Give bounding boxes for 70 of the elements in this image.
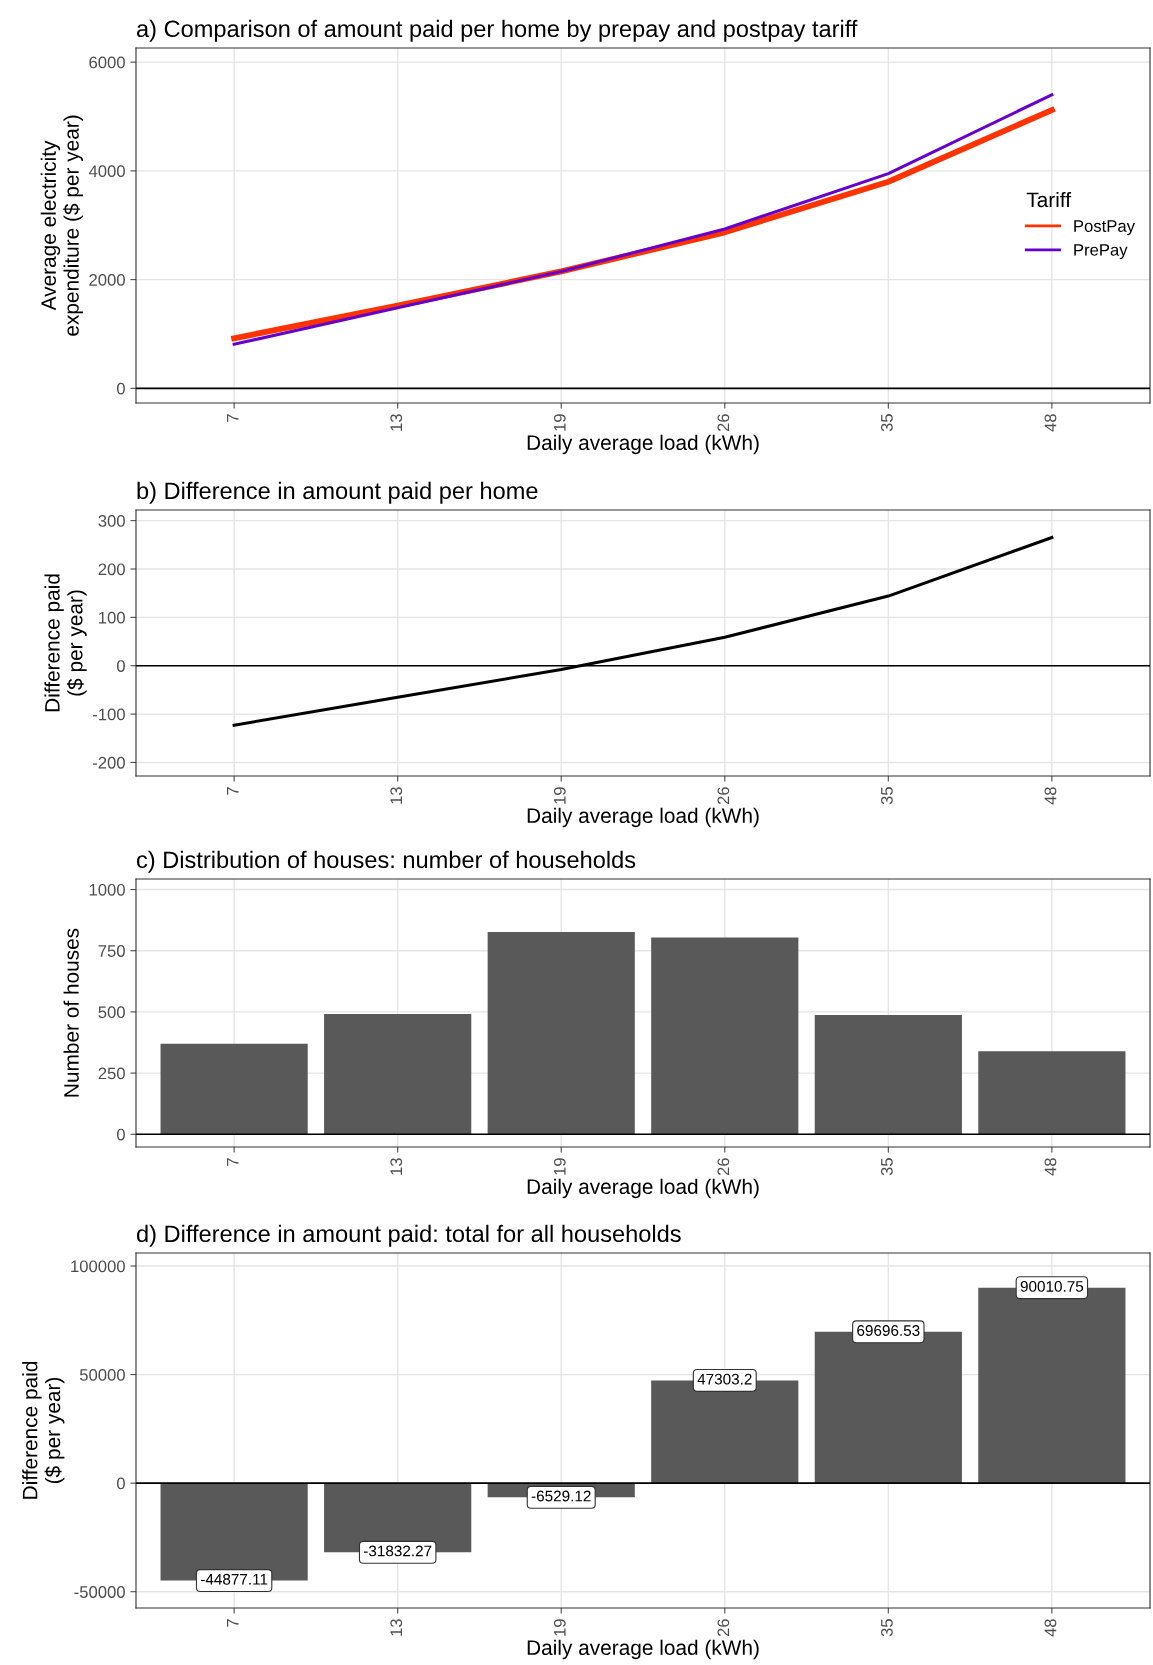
x-tick-label: 7 [226,787,239,795]
data-label: 90010.75 [1020,1281,1084,1292]
x-tick-label: 48 [1044,414,1057,432]
data-label: -44877.11 [200,1573,268,1585]
y-axis-title: Number of houses [63,928,79,1097]
legend-label: PrePay [1074,244,1128,260]
y-tick-label: 100 [99,611,125,624]
x-tick-label: 48 [1044,1619,1057,1637]
x-tick-label: 35 [880,414,893,432]
x-axis-title: Daily average load (kWh) [527,434,759,455]
y-tick-label: -100 [92,708,125,721]
data-label: 47303.2 [697,1373,752,1385]
x-axis-title: Daily average load (kWh) [527,807,759,828]
y-tick-label: 6000 [89,56,125,69]
y-tick-label: 250 [98,1067,125,1080]
chart-title: a) Comparison of amount paid per home by prepay and postpay tariff [137,19,858,42]
y-tick-label: 0 [116,660,125,672]
chart-title: c) Distribution of houses: number of households [137,850,636,873]
x-tick-label: 19 [553,787,566,804]
y-axis-title: Difference paid ($ per year) [22,1361,65,1499]
y-tick-label: 300 [98,515,125,527]
data-label: -31832.27 [363,1545,432,1557]
bar [324,1014,472,1135]
y-axis-title: Average electricity expenditure ($ per year) [40,115,83,336]
bar [978,1051,1126,1135]
x-tick-label: 26 [717,414,730,432]
x-tick-label: 48 [1044,787,1057,805]
chart-title: d) Difference in amount paid: total for all households [136,1224,681,1247]
y-tick-label: 0 [116,1128,125,1141]
x-axis-title: Daily average load (kWh) [527,1178,759,1199]
y-tick-label: 50000 [79,1368,125,1381]
data-label: -6529.12 [531,1490,591,1502]
x-tick-label: 26 [717,1619,730,1637]
x-tick-label: 48 [1044,1158,1057,1176]
y-tick-label: 500 [98,1006,125,1019]
y-tick-label: 4000 [88,165,125,178]
y-tick-label: 100000 [71,1260,125,1273]
x-tick-label: 7 [226,414,239,422]
x-tick-label: 13 [390,787,403,804]
x-tick-label: 19 [553,414,566,431]
x-tick-label: 13 [390,414,403,431]
legend-label: PostPay [1074,220,1135,236]
y-tick-label: 0 [116,382,125,395]
y-tick-label: 0 [116,1477,125,1490]
bar [814,1015,962,1135]
x-tick-label: 19 [553,1158,566,1175]
x-tick-label: 35 [880,1158,893,1176]
y-tick-label: -50000 [74,1586,125,1598]
bar [160,1043,308,1135]
x-tick-label: 35 [880,787,893,805]
x-tick-label: 7 [226,1158,239,1166]
x-tick-label: 7 [226,1619,239,1627]
x-axis-title: Daily average load (kWh) [527,1639,759,1660]
y-tick-label: 200 [98,563,125,576]
x-tick-label: 35 [880,1619,893,1637]
y-tick-label: 750 [98,945,125,957]
chart-title: b) Difference in amount paid per home [137,481,538,504]
data-label: 69696.53 [857,1325,920,1336]
y-tick-label: -200 [92,756,125,769]
x-tick-label: 19 [553,1619,566,1636]
legend-title: Tariff [1026,191,1072,208]
bar [487,932,635,1135]
x-tick-label: 13 [390,1619,403,1636]
y-axis-title: Difference paid ($ per year) [44,574,87,712]
bar [651,937,799,1135]
x-tick-label: 26 [717,1158,730,1176]
y-tick-label: 2000 [89,273,125,286]
y-tick-label: 1000 [89,883,125,896]
x-tick-label: 13 [390,1158,403,1175]
x-tick-label: 26 [717,787,730,805]
